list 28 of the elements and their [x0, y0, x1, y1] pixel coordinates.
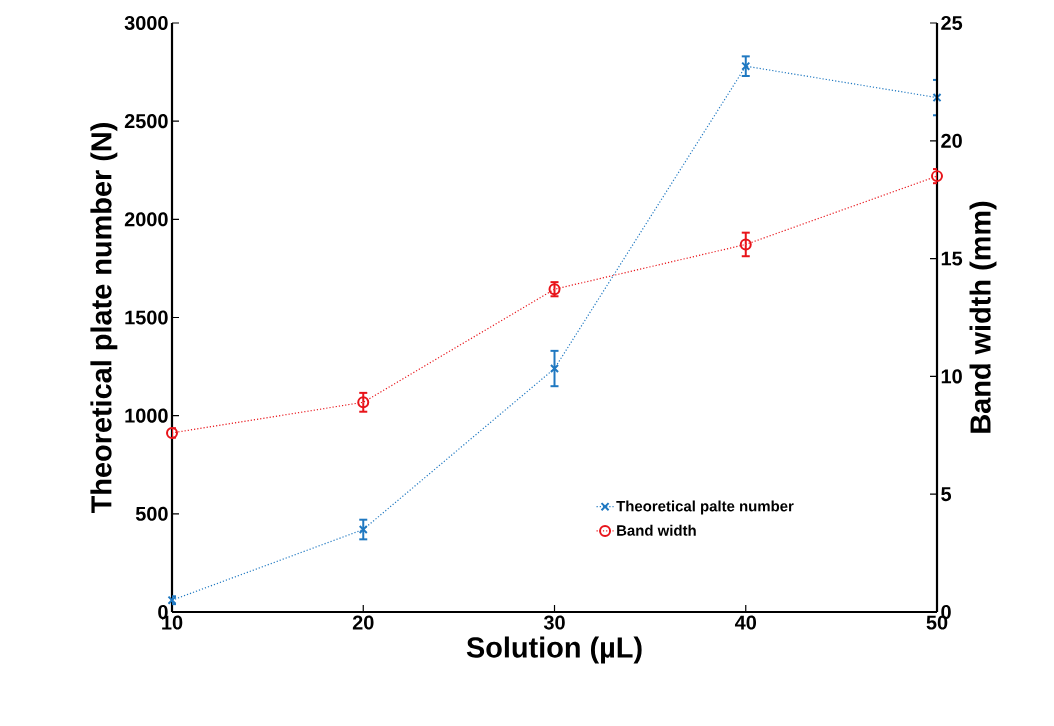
x-tick-label: 20: [352, 615, 374, 630]
y-tick-label: 1500: [125, 310, 168, 325]
x-tick-label: 40: [734, 615, 757, 630]
point: [739, 238, 752, 251]
legend-label: Theoretical palte number: [616, 500, 794, 515]
y2-axis-title: Band width (mm): [969, 201, 997, 433]
y-tick-label: 1000: [125, 408, 168, 423]
point: [931, 170, 944, 183]
x-axis-title: Solution (µL): [466, 636, 642, 664]
y-tick-label: 2500: [124, 114, 168, 129]
legend-label: Band width: [617, 524, 696, 536]
point: [932, 93, 942, 103]
point: [357, 396, 370, 409]
y2-tick-label: 5: [941, 487, 952, 502]
y2-tick-label: 15: [941, 251, 963, 266]
point: [549, 363, 560, 374]
x-tick-label: 30: [543, 615, 565, 630]
point: [166, 426, 179, 439]
point: [358, 524, 368, 535]
y2-tick-label: 20: [941, 133, 962, 148]
y2-tick-label: 10: [941, 369, 962, 384]
y-tick-label: 2000: [124, 212, 168, 227]
point: [167, 595, 177, 605]
point: [741, 61, 751, 71]
y2-tick-label: 25: [941, 15, 963, 31]
y-axis-title: Theoretical plate number (N): [90, 123, 118, 514]
y-tick-label: 500: [135, 506, 168, 521]
y-tick-label: 3000: [124, 15, 168, 31]
